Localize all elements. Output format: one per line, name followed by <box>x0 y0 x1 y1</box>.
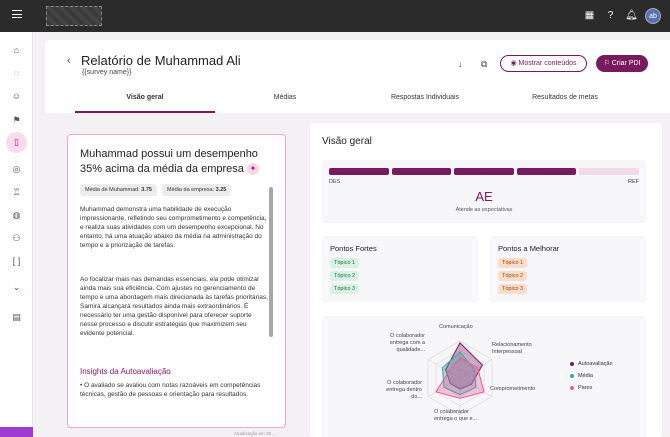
improvement-tag: Tópico 2 <box>498 271 528 281</box>
strength-tag: Tópico 2 <box>330 271 360 281</box>
tab-goal-results[interactable]: Resultados de metas <box>532 94 598 101</box>
chip-label: Média da empresa: <box>167 187 215 193</box>
sidebar-bottom-strip <box>0 427 33 437</box>
document-icon[interactable]: ▤ <box>12 312 21 322</box>
legend-label: Pares <box>578 385 593 391</box>
target-icon[interactable]: ◍ <box>12 210 21 220</box>
company-logo <box>46 6 102 26</box>
trophy-icon[interactable]: ♖ <box>12 187 21 197</box>
scrollbar[interactable] <box>269 187 273 337</box>
strength-tag: Tópico 1 <box>330 258 360 268</box>
clipboard-icon[interactable]: ▯ <box>6 132 27 153</box>
flag-icon[interactable]: ⚑ <box>12 115 21 125</box>
menu-icon[interactable] <box>12 10 22 18</box>
axis-label: Comprometimento <box>490 386 536 392</box>
overview-card: Visão geral DES REF AE Atende as expecta… <box>310 123 662 437</box>
chip-value: 3.75 <box>141 187 152 193</box>
scale-segment <box>516 168 577 175</box>
summary-title-text: Muhammad possui um desempenho 35% acima … <box>80 148 258 175</box>
summary-title: Muhammad possui um desempenho 35% acima … <box>80 147 280 177</box>
axis-label: O colaborador entrega o que e... <box>434 409 478 422</box>
survey-name: {{survey name}} <box>82 69 132 76</box>
legend-dot <box>570 385 574 390</box>
scale-right-label: REF <box>628 179 639 185</box>
axis-label: Comunicação <box>439 324 473 330</box>
radar-chart <box>427 340 493 416</box>
improvements-title: Pontos a Melhorar <box>498 244 560 253</box>
compass-icon[interactable]: ◎ <box>12 164 21 174</box>
grade-label: Atende as expectativas <box>455 207 513 213</box>
axis-label: O colaborador entrega com a qualidade... <box>389 333 425 353</box>
legend-item: Média <box>570 373 593 379</box>
create-pdi-label: Criar PDI <box>611 60 641 67</box>
insights-title: Insights da Autoavaliação <box>80 367 171 376</box>
legend-item: Autoavaliação <box>570 361 613 367</box>
grid-icon[interactable]: ▦ <box>584 10 595 21</box>
scale-segment <box>579 168 639 175</box>
improvement-tag: Tópico 1 <box>498 258 528 268</box>
sparkle-icon[interactable]: ✦ <box>246 163 259 176</box>
compare-icon[interactable]: ⧉ <box>481 59 488 69</box>
eye-icon: ◉ <box>510 60 517 67</box>
download-icon[interactable]: ↓ <box>458 59 463 69</box>
scale-segment <box>454 168 514 175</box>
axis-label: O colaborador entrega dentro do... <box>386 380 422 400</box>
summary-paragraph: Muhammad demonstra uma habilidade de exe… <box>80 206 267 249</box>
axis-label: Relacionamento Interpessoal <box>492 342 532 355</box>
radar-axis-line <box>459 359 493 379</box>
people-icon[interactable]: ☺ <box>11 91 22 101</box>
tab-averages[interactable]: Médias <box>273 94 297 101</box>
create-pdi-button[interactable]: ⚐ Criar PDI <box>596 55 648 72</box>
performance-scale: DES REF AE Atende as expectativas <box>322 160 646 223</box>
summary-paragraph: Ao focalizar mais nas demandas essenciai… <box>80 276 268 337</box>
scale-left-label: DES <box>329 179 341 185</box>
legend-dot <box>570 373 574 378</box>
radar-chart-box: Comunicação Relacionamento Interpessoal … <box>322 316 646 437</box>
home-icon[interactable]: ⌂ <box>13 45 20 55</box>
legend-label: Autoavaliação <box>578 361 613 367</box>
company-average-chip: Média da empresa: 3.25 <box>162 184 232 196</box>
chevron-down-icon[interactable]: ⌄ <box>12 282 21 292</box>
org-chart-icon[interactable]: ⚇ <box>12 233 21 243</box>
overview-title: Visão geral <box>322 136 372 147</box>
legend-label: Média <box>578 373 593 379</box>
insights-text: • O avaliado se avaliou com notas razoáv… <box>80 382 261 398</box>
help-icon[interactable]: ? <box>607 10 614 21</box>
legend-item: Pares <box>570 385 592 391</box>
show-content-label: Mostrar conteúdos <box>518 60 577 67</box>
tab-bar: Visão geral Médias Respostas Individuais… <box>45 91 670 113</box>
improvement-tag: Tópico 3 <box>498 284 528 294</box>
chat-icon[interactable]: ◌ <box>13 68 20 78</box>
legend-dot <box>570 361 574 366</box>
bracket-icon[interactable]: [ ] <box>12 256 21 266</box>
chip-value: 3.25 <box>215 187 227 193</box>
scale-segment <box>391 168 452 175</box>
strength-tag: Tópico 3 <box>330 284 360 294</box>
flag-icon: ⚐ <box>603 60 610 67</box>
strengths-title: Pontos Fortes <box>330 244 377 253</box>
top-bar: ▦ ? 🔔︎ ab <box>0 0 670 32</box>
show-content-button[interactable]: ◉ Mostrar conteúdos <box>500 55 587 72</box>
sidebar: ⌂ ◌ ☺ ⚑ ▯ ◎ ♖ ◍ ⚇ [ ] ⌄ ▤ <box>0 32 33 437</box>
individual-average-chip: Média de Muhammad: 3.75 <box>80 184 157 196</box>
tab-individual-responses[interactable]: Respostas Individuais <box>390 94 460 101</box>
radar-axis-line <box>427 359 461 379</box>
radar-series-media <box>441 351 477 396</box>
report-header: ‹ Relatório de Muhammad Ali {{survey nam… <box>45 40 670 113</box>
bell-icon[interactable]: 🔔︎ <box>625 10 638 21</box>
avatar[interactable]: ab <box>645 8 661 24</box>
back-icon[interactable]: ‹ <box>67 55 71 67</box>
chip-label: Média de Muhammad: <box>85 187 140 193</box>
grade: AE <box>475 189 493 204</box>
page-title: Relatório de Muhammad Ali <box>81 53 241 68</box>
improvements-box: Pontos a Melhorar Tópico 1 Tópico 2 Tópi… <box>490 236 646 302</box>
scale-segment <box>329 168 389 175</box>
update-note: Atualização em 28... <box>234 431 275 436</box>
radar-series-pares <box>435 357 485 399</box>
radar-series-autoavaliacao <box>445 342 484 390</box>
strengths-box: Pontos Fortes Tópico 1 Tópico 2 Tópico 3 <box>322 236 478 302</box>
summary-card: Muhammad possui um desempenho 35% acima … <box>67 134 286 428</box>
tab-overview[interactable]: Visão geral <box>75 91 215 113</box>
